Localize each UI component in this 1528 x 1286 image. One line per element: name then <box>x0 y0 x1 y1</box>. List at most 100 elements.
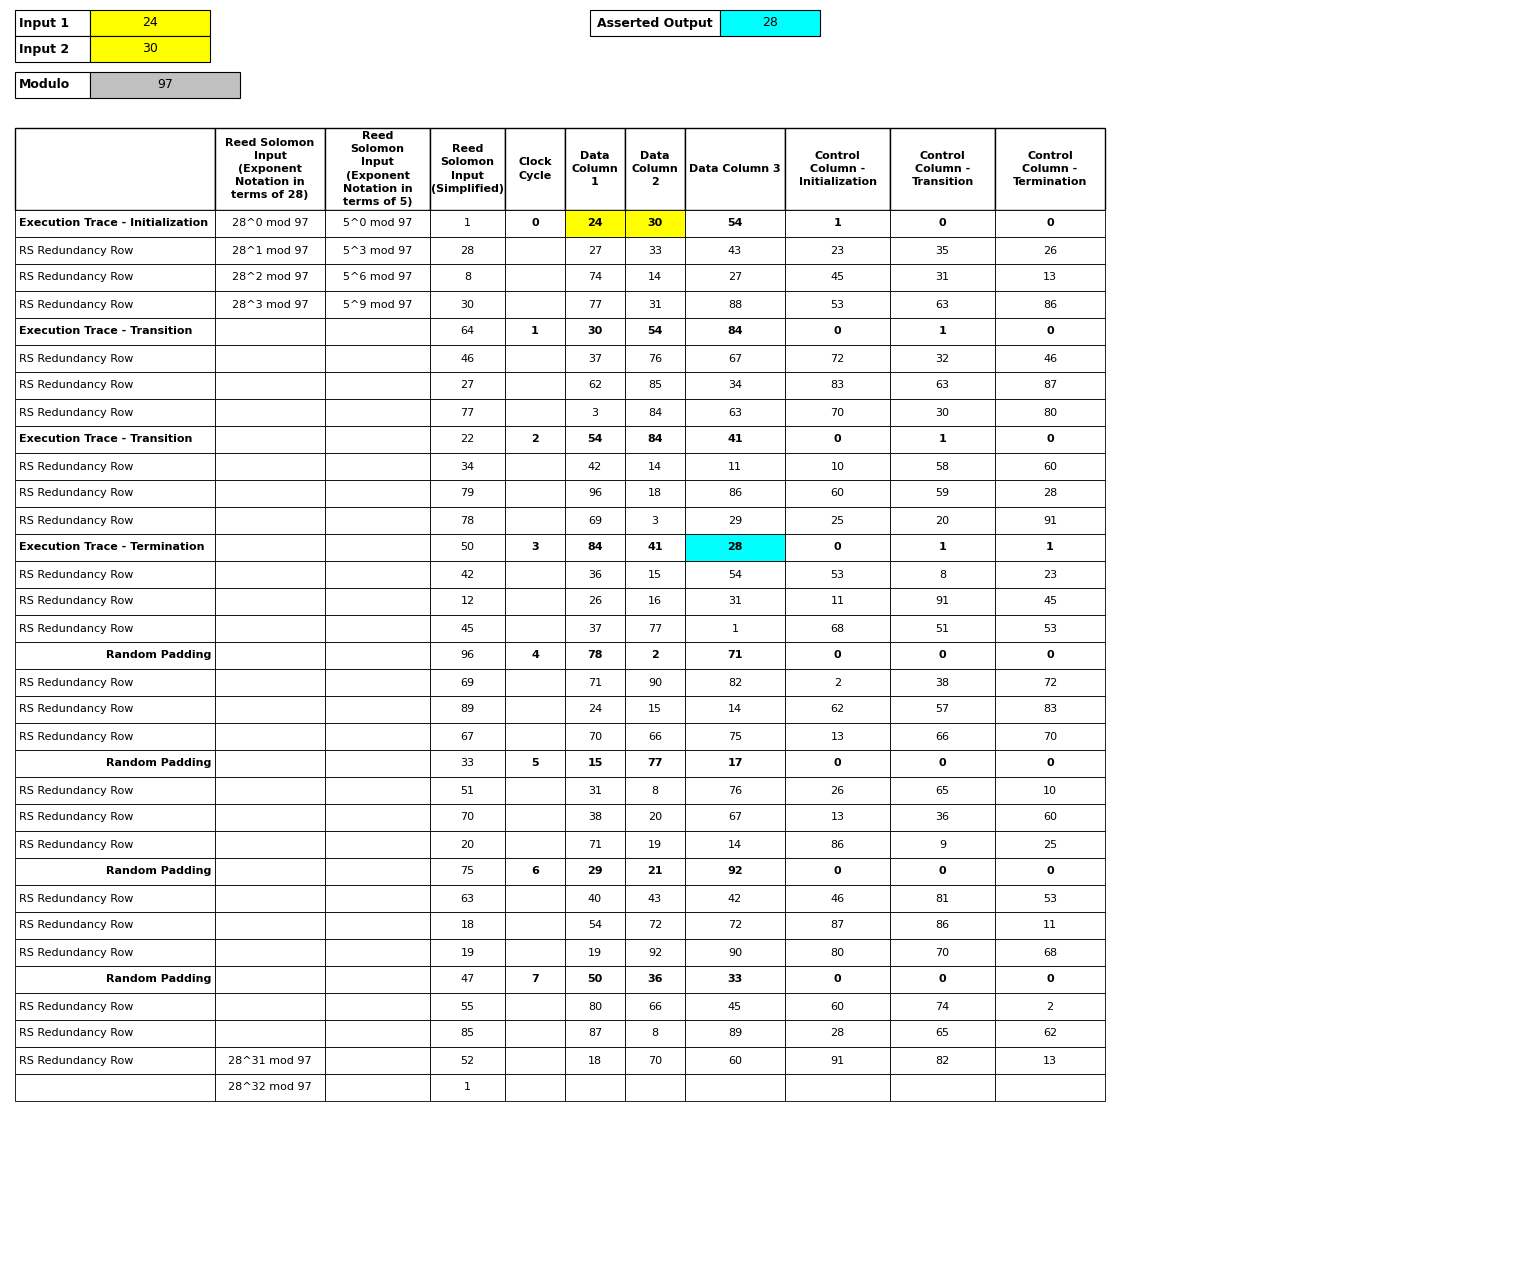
Bar <box>325 912 429 939</box>
Bar <box>889 210 995 237</box>
Text: Control
Column -
Termination: Control Column - Termination <box>1013 150 1088 188</box>
Bar <box>15 237 215 264</box>
Bar <box>995 453 1105 480</box>
Bar <box>995 561 1105 588</box>
Bar <box>685 372 785 399</box>
Bar <box>625 1074 685 1101</box>
Bar <box>685 885 785 912</box>
Text: 1: 1 <box>938 327 946 337</box>
Bar <box>215 1074 325 1101</box>
Bar <box>625 912 685 939</box>
Bar <box>889 858 995 885</box>
Bar <box>785 453 889 480</box>
Bar <box>504 345 565 372</box>
Bar <box>685 588 785 615</box>
Bar <box>995 858 1105 885</box>
Bar <box>889 264 995 291</box>
Text: 29: 29 <box>587 867 604 877</box>
Text: 84: 84 <box>587 543 604 553</box>
Text: RS Redundancy Row: RS Redundancy Row <box>18 948 133 958</box>
Text: 0: 0 <box>938 759 946 769</box>
Bar <box>565 237 625 264</box>
Bar <box>504 804 565 831</box>
Bar <box>504 1020 565 1047</box>
Text: 24: 24 <box>588 705 602 715</box>
Bar <box>685 345 785 372</box>
Bar <box>215 129 325 210</box>
Bar <box>504 912 565 939</box>
Bar <box>565 723 625 750</box>
Bar <box>429 912 504 939</box>
Bar <box>15 831 215 858</box>
Text: 0: 0 <box>1047 759 1054 769</box>
Bar <box>325 750 429 777</box>
Text: 1: 1 <box>938 543 946 553</box>
Bar <box>15 669 215 696</box>
Bar <box>889 1020 995 1047</box>
Bar <box>685 534 785 561</box>
Text: 14: 14 <box>727 705 743 715</box>
Bar <box>625 561 685 588</box>
Bar <box>15 345 215 372</box>
Bar <box>90 10 209 36</box>
Bar <box>785 318 889 345</box>
Text: 53: 53 <box>1044 624 1057 634</box>
Bar <box>785 831 889 858</box>
Bar <box>565 885 625 912</box>
Text: 1: 1 <box>1047 543 1054 553</box>
Text: 71: 71 <box>588 840 602 850</box>
Text: 57: 57 <box>935 705 949 715</box>
Bar <box>215 399 325 426</box>
Bar <box>15 480 215 507</box>
Bar <box>215 750 325 777</box>
Bar <box>995 885 1105 912</box>
Bar <box>325 966 429 993</box>
Bar <box>889 1074 995 1101</box>
Text: 1: 1 <box>465 219 471 229</box>
Bar <box>685 723 785 750</box>
Bar <box>889 885 995 912</box>
Bar <box>685 264 785 291</box>
Bar <box>504 723 565 750</box>
Text: 72: 72 <box>727 921 743 931</box>
Text: 28^31 mod 97: 28^31 mod 97 <box>228 1056 312 1066</box>
Text: Data
Column
1: Data Column 1 <box>571 150 619 188</box>
Text: 90: 90 <box>727 948 743 958</box>
Text: Execution Trace - Termination: Execution Trace - Termination <box>18 543 205 553</box>
Text: RS Redundancy Row: RS Redundancy Row <box>18 894 133 904</box>
Text: 28: 28 <box>727 543 743 553</box>
Bar <box>325 804 429 831</box>
Bar <box>995 993 1105 1020</box>
Text: 11: 11 <box>727 462 743 472</box>
Bar <box>889 399 995 426</box>
Bar <box>325 210 429 237</box>
Bar <box>429 723 504 750</box>
Text: 26: 26 <box>588 597 602 607</box>
Text: 80: 80 <box>588 1002 602 1012</box>
Text: 70: 70 <box>830 408 845 418</box>
Bar <box>889 534 995 561</box>
Bar <box>325 696 429 723</box>
Bar <box>785 507 889 534</box>
Text: Execution Trace - Transition: Execution Trace - Transition <box>18 327 193 337</box>
Text: 30: 30 <box>648 219 663 229</box>
Text: 8: 8 <box>651 1029 659 1039</box>
Text: 46: 46 <box>830 894 845 904</box>
Text: 13: 13 <box>831 813 845 823</box>
Bar <box>785 345 889 372</box>
Bar <box>15 399 215 426</box>
Bar <box>685 993 785 1020</box>
Text: 23: 23 <box>830 246 845 256</box>
Bar <box>429 480 504 507</box>
Text: 11: 11 <box>1044 921 1057 931</box>
Text: 41: 41 <box>648 543 663 553</box>
Bar <box>625 372 685 399</box>
Bar <box>429 507 504 534</box>
Text: 75: 75 <box>727 732 743 742</box>
Bar <box>15 750 215 777</box>
Bar <box>625 642 685 669</box>
Text: 63: 63 <box>460 894 475 904</box>
Bar <box>429 939 504 966</box>
Text: 0: 0 <box>938 867 946 877</box>
Bar <box>785 129 889 210</box>
